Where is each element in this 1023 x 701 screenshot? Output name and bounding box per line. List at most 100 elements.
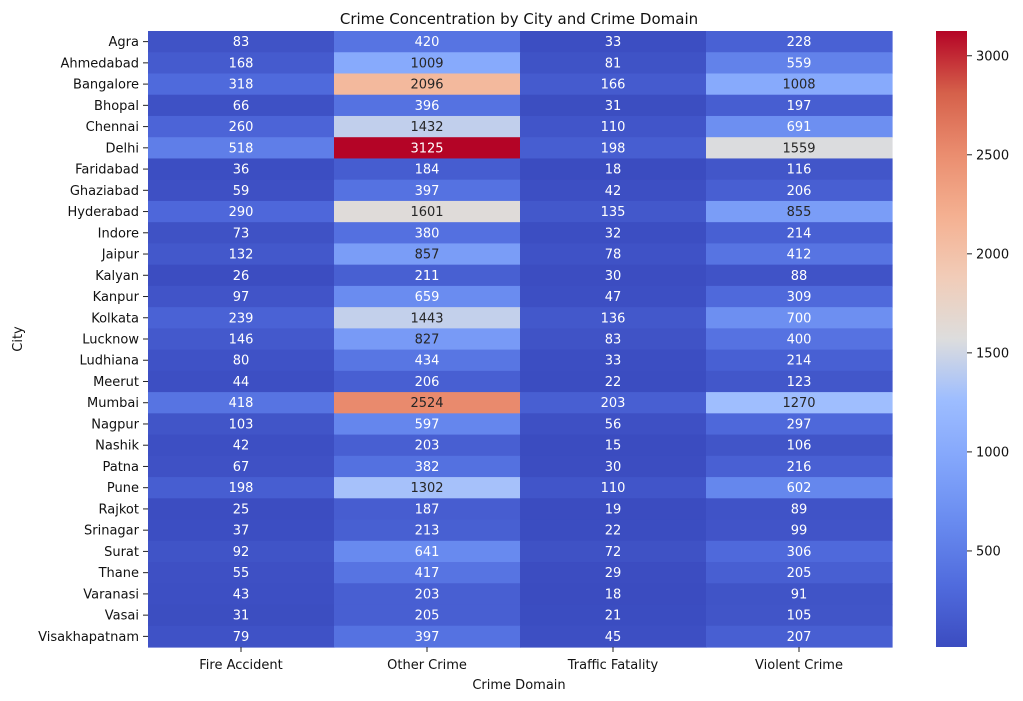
cell-value-label: 203	[601, 396, 626, 411]
heatmap-cell	[334, 392, 521, 414]
heatmap-cell	[148, 31, 335, 53]
cell-value-label: 22	[605, 375, 622, 390]
cell-value-label: 857	[415, 248, 440, 263]
heatmap-cell	[148, 540, 335, 563]
cell-value-label: 136	[601, 311, 626, 326]
cell-value-label: 66	[233, 99, 250, 114]
cell-value-label: 198	[229, 481, 254, 496]
cell-value-label: 33	[605, 354, 622, 369]
heatmap-cell	[148, 94, 335, 117]
heatmap-cell	[148, 519, 335, 542]
cell-value-label: 99	[791, 524, 808, 539]
cell-value-label: 26	[233, 269, 250, 284]
city-label: Chennai	[86, 120, 139, 135]
heatmap-cell	[334, 94, 521, 117]
heatmap-cell	[520, 31, 707, 53]
heatmap-cell	[334, 328, 521, 351]
heatmap-cell	[706, 200, 893, 223]
heatmap-cell	[706, 477, 893, 499]
heatmap-cell	[148, 583, 335, 606]
heatmap-cell	[334, 583, 521, 606]
heatmap-cell	[334, 73, 521, 96]
cell-value-label: 168	[229, 56, 254, 71]
heatmap-cell	[706, 179, 893, 202]
chart-title: Crime Concentration by City and Crime Do…	[340, 10, 698, 28]
city-tick-labels: Agra Ahmedabad Bangalore Bhopal Chennai Delhi…	[38, 35, 148, 645]
heatmap-cell	[706, 94, 893, 117]
cell-value-label: 216	[787, 460, 812, 475]
heatmap-cell	[520, 307, 707, 329]
cell-value-label: 18	[605, 587, 622, 602]
cell-value-label: 691	[787, 120, 812, 135]
heatmap-cell	[334, 455, 521, 478]
heatmap-cell	[148, 370, 335, 393]
heatmap-cell	[148, 52, 335, 75]
heatmap-cell	[334, 222, 521, 245]
cell-value-label: 72	[605, 545, 622, 560]
heatmap-cell	[706, 222, 893, 245]
cell-value-label: 80	[233, 354, 250, 369]
heatmap-cell	[520, 94, 707, 117]
colorbar-tick-label: 2000	[976, 247, 1009, 262]
heatmap-cell	[334, 307, 521, 329]
city-label: Lucknow	[82, 333, 139, 348]
cell-value-label: 203	[415, 587, 440, 602]
cell-value-label: 31	[233, 609, 250, 624]
heatmap-cell	[706, 540, 893, 563]
heatmap-cell	[148, 243, 335, 266]
cell-value-label: 700	[787, 311, 812, 326]
cell-value-label: 83	[233, 35, 250, 50]
colorbar-tick-label: 1000	[976, 445, 1009, 460]
heatmap-cell	[706, 370, 893, 393]
cell-value-label: 37	[233, 524, 250, 539]
city-label: Srinagar	[84, 524, 140, 539]
cell-value-label: 396	[415, 99, 440, 114]
cell-value-label: 198	[601, 141, 626, 156]
cell-value-label: 1443	[410, 311, 443, 326]
cell-value-label: 123	[787, 375, 812, 390]
cell-value-label: 306	[787, 545, 812, 560]
heatmap-cell	[148, 200, 335, 223]
cell-value-label: 397	[415, 184, 440, 199]
heatmap-cell	[706, 413, 893, 436]
colorbar-gradient	[936, 31, 967, 647]
city-label: Kalyan	[95, 269, 139, 284]
domain-label: Violent Crime	[755, 658, 843, 673]
cell-value-label: 78	[605, 248, 622, 263]
cell-value-label: 400	[787, 333, 812, 348]
cell-value-label: 214	[787, 354, 812, 369]
heatmap-cell	[706, 243, 893, 266]
heatmap-cell	[706, 73, 893, 96]
colorbar: 500 1000 1500 2000 2500 3000	[936, 31, 1009, 647]
city-label: Bangalore	[73, 78, 139, 93]
domain-label: Traffic Fatality	[567, 658, 659, 673]
cell-value-label: 43	[233, 587, 250, 602]
cell-value-label: 1601	[410, 205, 443, 220]
cell-value-label: 45	[605, 630, 622, 645]
heatmap-cell	[706, 455, 893, 478]
city-label: Nagpur	[91, 417, 139, 432]
heatmap-cells: 83 420 33 228 168 1009 81 559 318 2096 166 1008 66 39…	[148, 31, 893, 648]
heatmap-cell	[706, 498, 893, 521]
cell-value-label: 260	[229, 120, 254, 135]
cell-value-label: 380	[415, 226, 440, 241]
cell-value-label: 89	[791, 502, 808, 517]
city-label: Meerut	[93, 375, 139, 390]
cell-value-label: 15	[605, 439, 622, 454]
cell-value-label: 67	[233, 460, 250, 475]
cell-value-label: 29	[605, 566, 622, 581]
heatmap-cell	[334, 31, 521, 53]
heatmap-cell	[148, 625, 335, 648]
cell-value-label: 21	[605, 609, 622, 624]
domain-label: Fire Accident	[199, 658, 283, 673]
cell-value-label: 418	[229, 396, 254, 411]
heatmap-cell	[148, 137, 335, 160]
city-label: Bhopal	[94, 99, 139, 114]
city-label: Indore	[98, 226, 139, 241]
cell-value-label: 1270	[782, 396, 815, 411]
cell-value-label: 1008	[782, 78, 815, 93]
heatmap-cell	[148, 307, 335, 329]
heatmap-cell	[148, 498, 335, 521]
cell-value-label: 116	[787, 163, 812, 178]
cell-value-label: 33	[605, 35, 622, 50]
